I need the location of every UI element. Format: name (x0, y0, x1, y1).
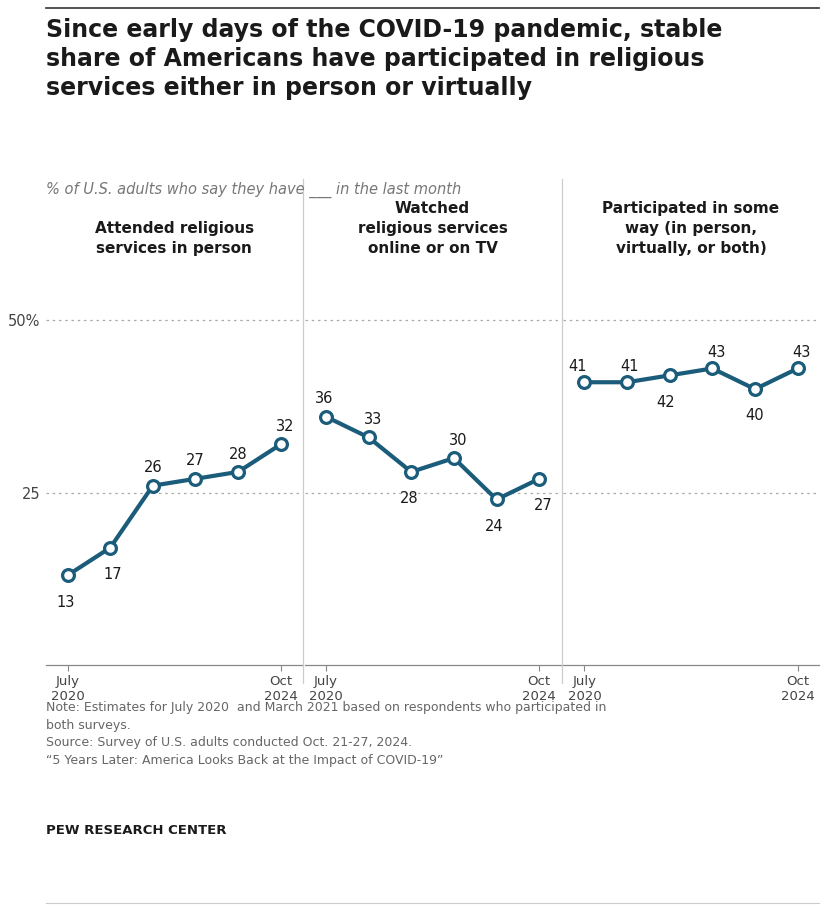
Text: 43: 43 (707, 345, 726, 360)
Text: 26: 26 (144, 460, 162, 475)
Text: 36: 36 (315, 391, 333, 407)
Text: 40: 40 (746, 409, 764, 423)
Text: 41: 41 (569, 359, 587, 374)
Text: 27: 27 (186, 453, 205, 469)
Text: Note: Estimates for July 2020  and March 2021 based on respondents who participa: Note: Estimates for July 2020 and March … (46, 702, 606, 767)
Text: Attended religious
services in person: Attended religious services in person (95, 221, 254, 256)
Text: 33: 33 (364, 412, 382, 427)
Text: 41: 41 (620, 359, 638, 374)
Text: 30: 30 (449, 433, 467, 448)
Text: 28: 28 (400, 491, 418, 506)
Text: 32: 32 (276, 419, 294, 434)
Text: 27: 27 (534, 498, 553, 513)
Text: PEW RESEARCH CENTER: PEW RESEARCH CENTER (46, 824, 227, 837)
Text: 42: 42 (656, 395, 675, 410)
Text: % of U.S. adults who say they have ___ in the last month: % of U.S. adults who say they have ___ i… (46, 182, 461, 198)
Text: 28: 28 (228, 447, 248, 461)
Text: 17: 17 (103, 567, 122, 582)
Text: Participated in some
way (in person,
virtually, or both): Participated in some way (in person, vir… (602, 201, 780, 256)
Text: 43: 43 (793, 345, 811, 360)
Text: 13: 13 (56, 594, 75, 610)
Text: 24: 24 (486, 519, 504, 534)
Text: Since early days of the COVID-19 pandemic, stable
share of Americans have partic: Since early days of the COVID-19 pandemi… (46, 18, 722, 99)
Text: Watched
religious services
online or on TV: Watched religious services online or on … (358, 201, 507, 256)
